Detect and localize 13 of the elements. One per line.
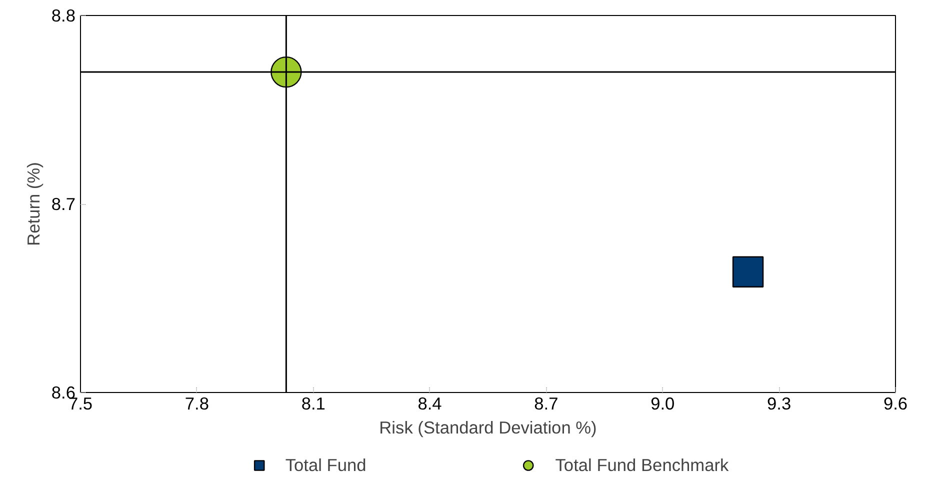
x-tick-label: 7.8 (184, 394, 209, 414)
x-tick-label: 9.0 (650, 394, 675, 414)
legend-label: Total Fund Benchmark (555, 454, 729, 476)
legend-label: Total Fund (285, 454, 366, 476)
y-tick-label: 8.7 (51, 194, 76, 214)
x-tick-label: 8.1 (301, 394, 326, 414)
x-tick-label: 8.4 (418, 394, 442, 414)
y-axis-title: Return (%) (23, 162, 44, 246)
x-tick-label: 8.7 (534, 394, 558, 414)
x-tick-label: 9.6 (883, 394, 908, 414)
x-axis-title: Risk (Standard Deviation %) (379, 418, 597, 438)
y-tick-label: 8.8 (51, 6, 76, 26)
x-tick-label: 9.3 (767, 394, 792, 414)
